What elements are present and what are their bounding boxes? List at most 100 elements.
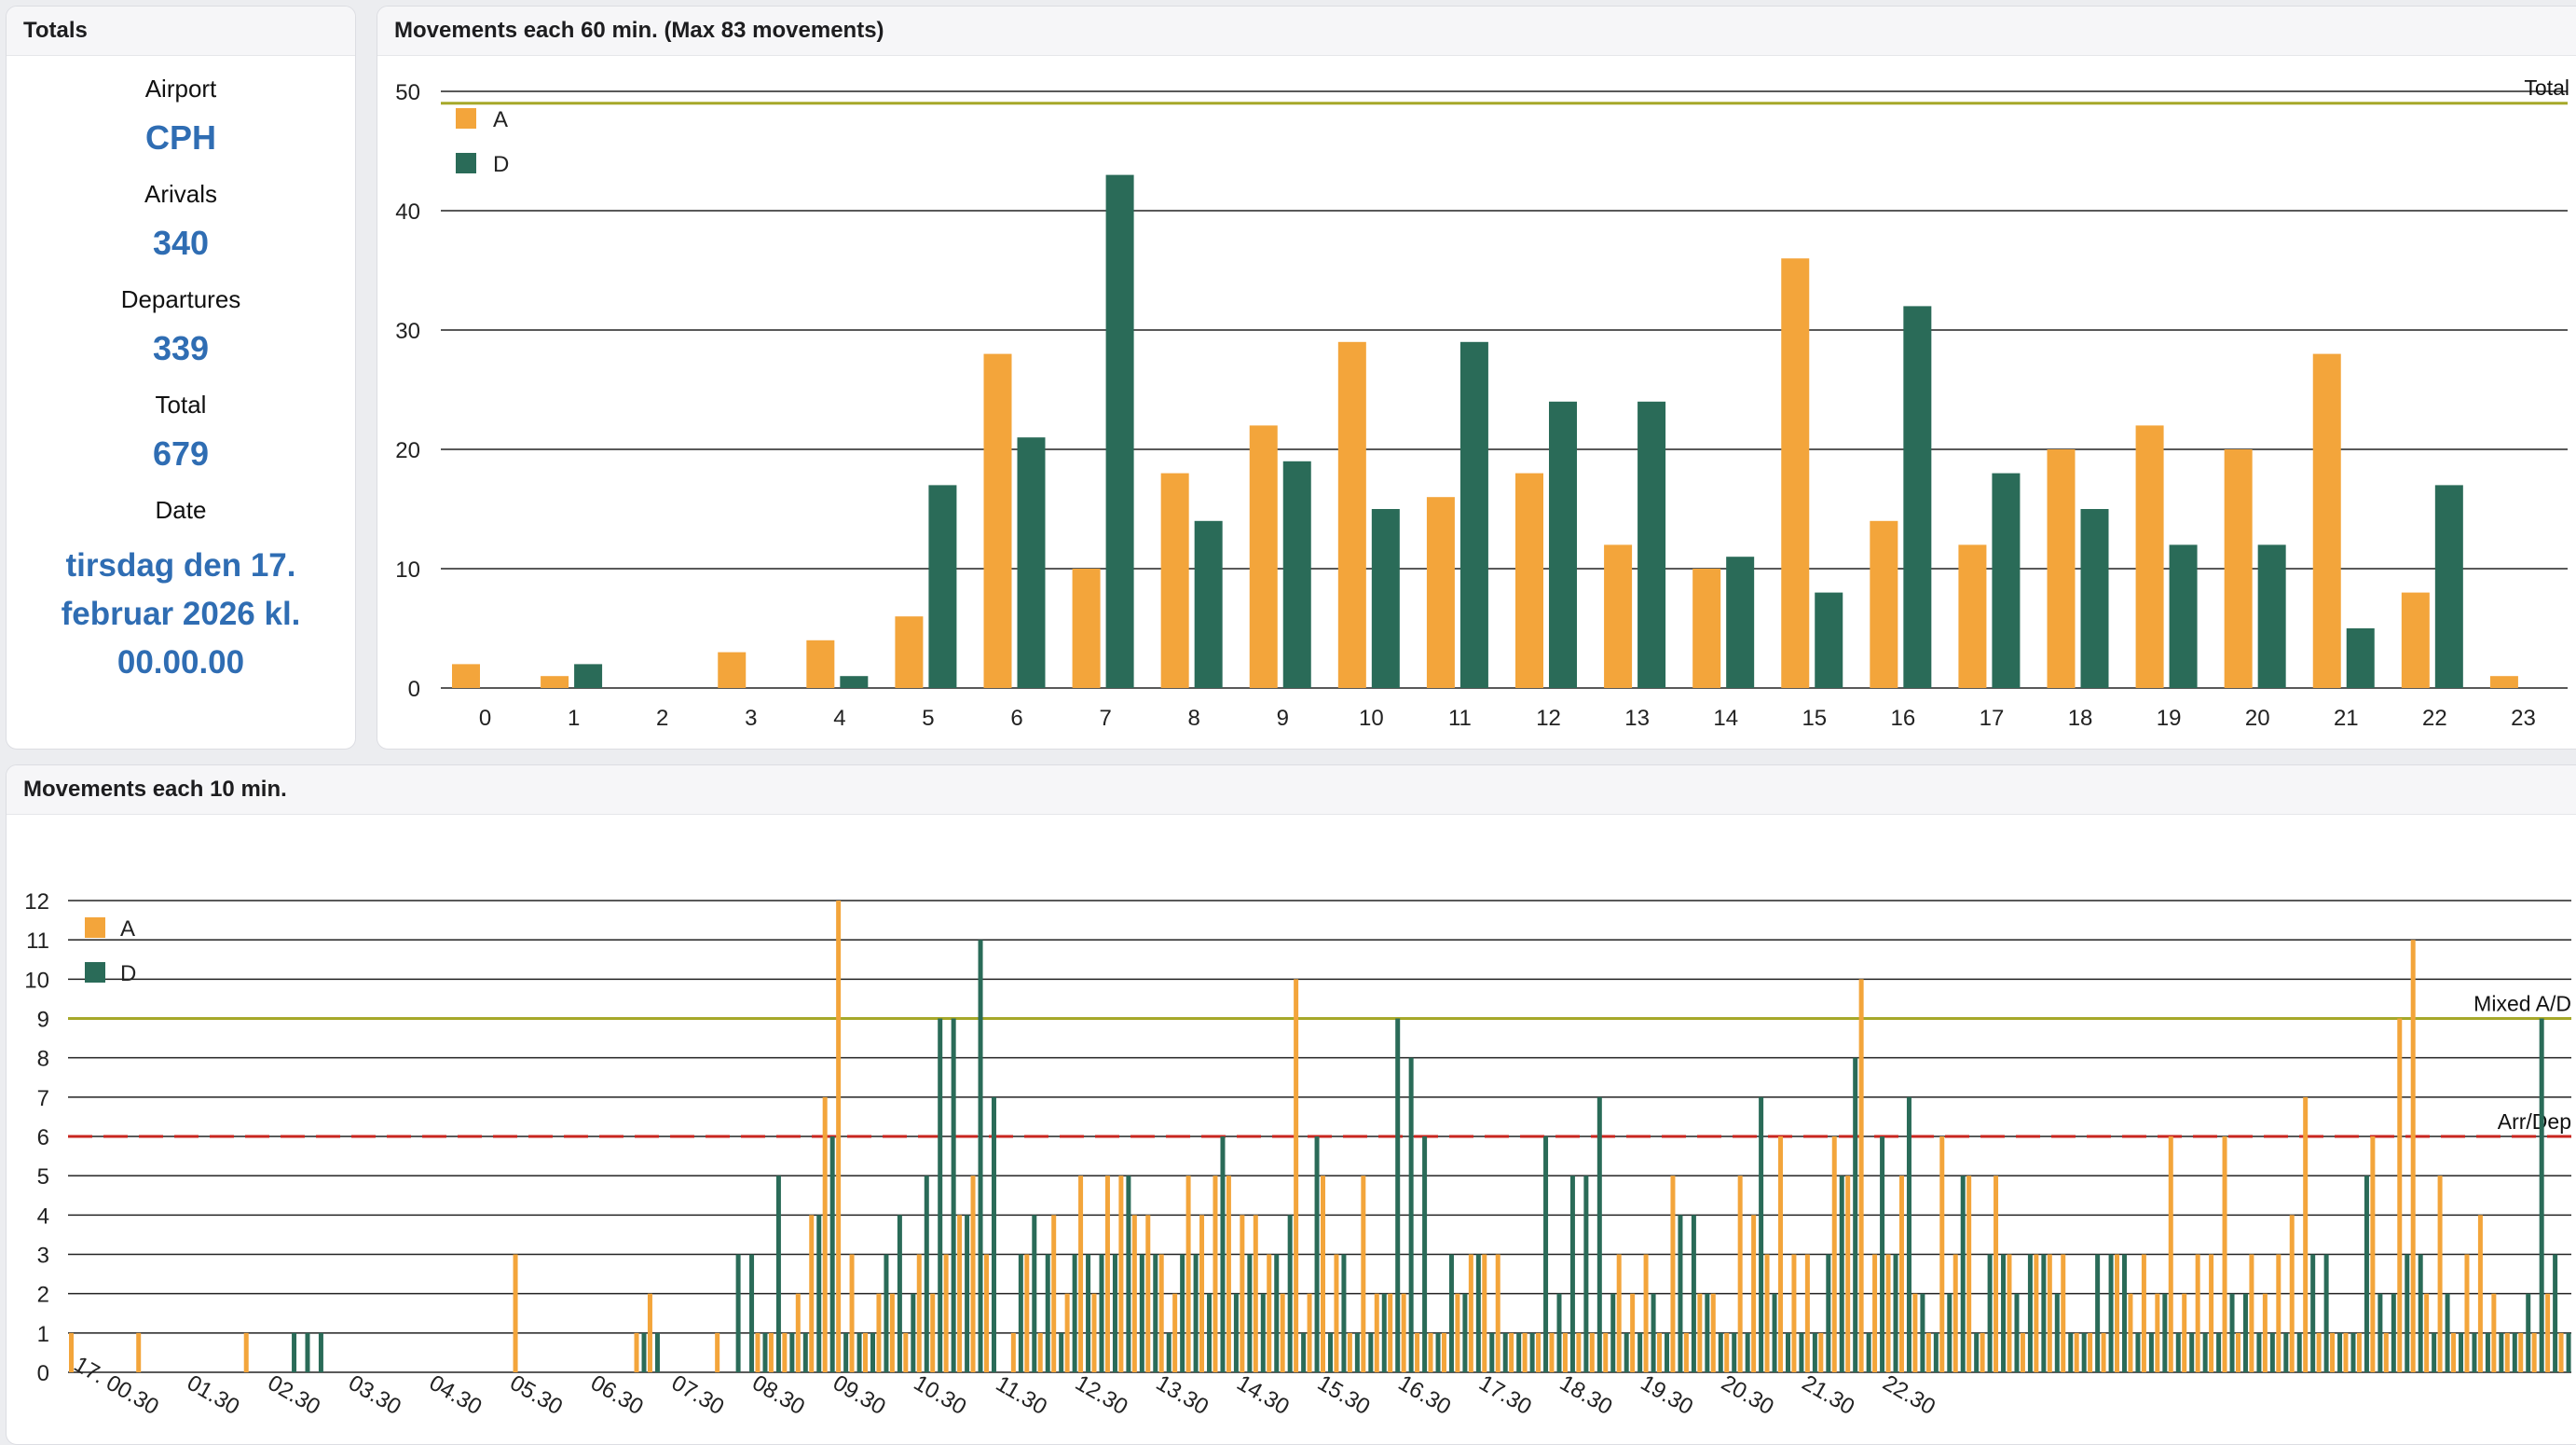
departures-bar: [1543, 1136, 1549, 1372]
departures-bar: [2296, 1332, 2302, 1372]
arrivals-bar: [957, 1215, 963, 1372]
arrivals-bar: [1455, 1293, 1460, 1372]
x-tick-label: 18.30: [1555, 1370, 1617, 1420]
departures-bar: [1785, 1332, 1790, 1372]
departures-bar: [2169, 544, 2198, 688]
x-tick-label: 22.30: [1879, 1370, 1940, 1420]
x-tick-label: 14.30: [1232, 1370, 1294, 1420]
arrivals-bar: [889, 1293, 895, 1372]
departures-value: 339: [152, 329, 210, 367]
y-tick-label: 40: [395, 200, 420, 225]
arrivals-bar: [903, 1332, 909, 1372]
arrivals-bar: [1630, 1293, 1636, 1372]
departures-bar: [1139, 1254, 1144, 1372]
departures-bar: [1815, 592, 1843, 688]
arrivals-bar: [1131, 1215, 1137, 1372]
departures-bar: [938, 1018, 943, 1372]
x-tick-label: 18: [2068, 706, 2093, 731]
arrivals-bar: [513, 1254, 518, 1372]
departures-bar: [1529, 1332, 1535, 1372]
departures-bar: [1381, 1293, 1387, 1372]
arrivals-bar: [1010, 1332, 1016, 1372]
departures-bar: [1017, 437, 1046, 688]
x-tick-label: 10: [1359, 706, 1384, 731]
reference-line-label: Mixed A/D: [2473, 992, 2571, 1016]
arrivals-bar: [1072, 569, 1101, 688]
departures-bar: [816, 1215, 822, 1372]
departures-bar: [1018, 1254, 1023, 1372]
departures-bar: [2346, 628, 2375, 688]
arrivals-bar: [1468, 1254, 1473, 1372]
arrivals-bar: [970, 1176, 976, 1372]
arrivals-bar: [1643, 1254, 1649, 1372]
x-tick-label: 14: [1713, 706, 1738, 731]
total-label: Total: [155, 391, 207, 419]
arrivals-bar: [1428, 1332, 1433, 1372]
arrivals-bar: [2545, 1293, 2551, 1372]
y-tick-label: 1: [37, 1322, 49, 1347]
departures-bar: [1799, 1332, 1804, 1372]
arrivals-bar: [1294, 979, 1299, 1372]
arrivals-bar: [2155, 1293, 2160, 1372]
departures-bar: [1475, 1254, 1481, 1372]
departures-bar: [1354, 1332, 1360, 1372]
y-tick-label: 7: [37, 1086, 49, 1111]
departures-bar: [2256, 1332, 2262, 1372]
arrivals-bar: [1495, 1254, 1500, 1372]
departures-bar: [2310, 1254, 2316, 1372]
arrivals-bar: [1337, 341, 1366, 688]
arrivals-bar: [1401, 1293, 1406, 1372]
x-tick-label: 0: [479, 706, 491, 731]
x-tick-label: 9: [1277, 706, 1289, 731]
x-tick-label: 07.30: [667, 1370, 729, 1420]
departures-bar: [2539, 1018, 2544, 1372]
departures-bar: [1408, 1057, 1414, 1372]
departures-bar: [735, 1254, 741, 1372]
arrivals-bar: [1361, 1176, 1366, 1372]
arrivals-bar: [1226, 1176, 1231, 1372]
x-tick-label: 02.30: [264, 1370, 325, 1420]
departures-bar: [2323, 1254, 2329, 1372]
departures-bar: [1086, 1254, 1091, 1372]
x-tick-label: 1: [568, 706, 580, 731]
departures-bar: [1812, 1332, 1817, 1372]
arrivals-bar: [1925, 1332, 1931, 1372]
departures-bar: [2485, 1332, 2490, 1372]
arrivals-bar: [1683, 1332, 1689, 1372]
arrivals-bar: [1064, 1293, 1070, 1372]
arrivals-bar: [1939, 1136, 1945, 1372]
arrivals-bar: [2383, 1332, 2389, 1372]
arrivals-bar: [983, 1254, 989, 1372]
arrivals-bar: [1781, 258, 1810, 688]
departures-bar: [2080, 509, 2109, 688]
departures-bar: [1368, 1332, 1374, 1372]
departures-bar: [1933, 1332, 1939, 1372]
departures-bar: [2512, 1332, 2517, 1372]
x-tick-label: 05.30: [506, 1370, 568, 1420]
departures-bar: [1395, 1018, 1401, 1372]
departures-bar: [1556, 1293, 1562, 1372]
arrivals-bar: [1751, 1215, 1757, 1372]
y-tick-label: 50: [395, 80, 420, 105]
departures-bar: [2202, 1332, 2208, 1372]
departures-bar: [1207, 1293, 1213, 1372]
departures-label: Departures: [120, 285, 241, 313]
x-tick-label: 13: [1624, 706, 1650, 731]
x-tick-label: 19.30: [1637, 1370, 1698, 1420]
departures-bar: [1596, 1096, 1602, 1372]
arrivals-bar: [1604, 544, 1633, 688]
total-value: 679: [152, 434, 210, 473]
reference-label-bg: [2450, 1108, 2573, 1135]
y-tick-label: 4: [37, 1204, 49, 1229]
arrivals-bar: [863, 1332, 869, 1372]
arrivals-bar: [1791, 1254, 1797, 1372]
arrivals-bar: [2195, 1254, 2200, 1372]
departures-bar: [1462, 1293, 1468, 1372]
arrivals-bar: [1158, 1254, 1164, 1372]
departures-bar: [1516, 1332, 1522, 1372]
departures-bar: [2445, 1293, 2450, 1372]
y-tick-label: 10: [24, 968, 49, 993]
arrivals-bar: [1737, 1176, 1743, 1372]
arrivals-bar: [2047, 1254, 2052, 1372]
departures-bar: [2175, 1332, 2181, 1372]
